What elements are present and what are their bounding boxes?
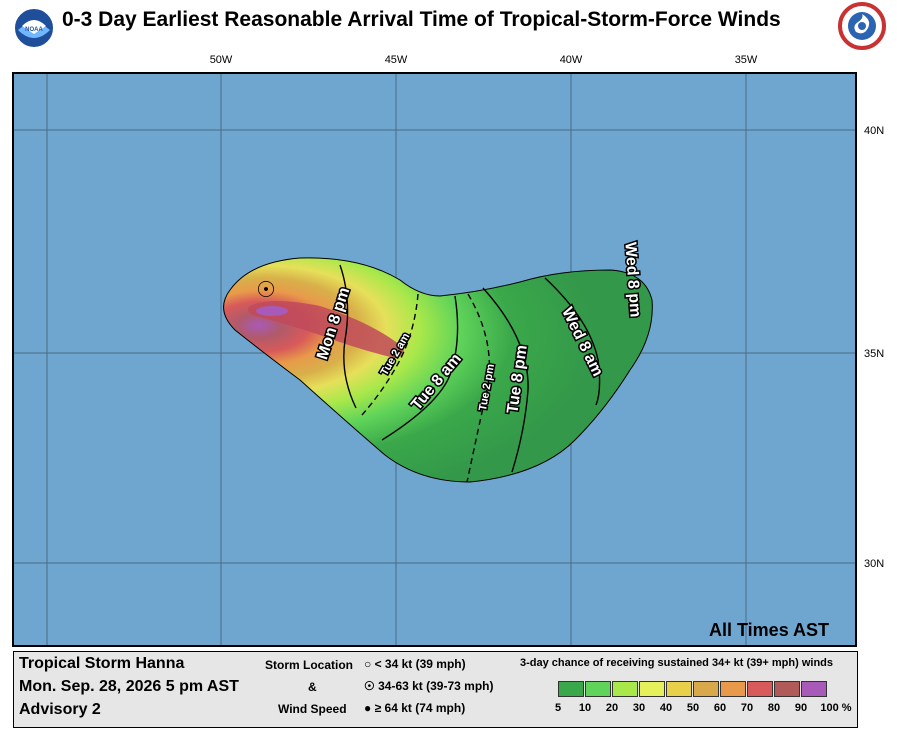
- colorbar-swatch: [693, 681, 719, 697]
- contour-tue-2pm: [466, 293, 491, 483]
- tropical-storm-symbol-icon: ☉: [364, 679, 375, 693]
- lon-label-40w: 40W: [560, 54, 583, 66]
- storm-location-label: Storm Location: [265, 658, 354, 672]
- legend-item-low-label: < 34 kt (39 mph): [374, 657, 466, 671]
- open-circle-icon: ○: [364, 657, 372, 671]
- storm-name: Tropical Storm Hanna: [19, 655, 185, 672]
- colorbar-swatch: [666, 681, 692, 697]
- colorbar-swatch: [747, 681, 773, 697]
- lon-label-50w: 50W: [210, 54, 233, 66]
- high-probability-core: [247, 301, 404, 358]
- colorbar-tick-label: 20: [605, 702, 619, 714]
- colorbar-swatch: [801, 681, 827, 697]
- colorbar-tick-label: 60: [713, 702, 727, 714]
- colorbar-tick-label: 30: [632, 702, 646, 714]
- contour-wed-8am: [544, 277, 601, 406]
- legend-item-high-label: ≥ 64 kt (74 mph): [374, 701, 466, 715]
- advisory-number: Advisory 2: [19, 701, 101, 718]
- colorbar-tick-label: 100 %: [820, 702, 852, 714]
- colorbar-tick-label: 70: [740, 702, 754, 714]
- lat-label-35n: 35N: [864, 348, 884, 360]
- contour-tue-8am: [381, 295, 459, 441]
- map-frame: [12, 72, 857, 647]
- lat-label-30n: 30N: [864, 558, 884, 570]
- peak-probability: [256, 306, 288, 316]
- lon-label-45w: 45W: [385, 54, 408, 66]
- colorbar-tick-label: 50: [686, 702, 700, 714]
- wind-speed-label: Wind Speed: [278, 702, 347, 716]
- svg-text:NOAA: NOAA: [25, 27, 43, 33]
- contour-mon-8pm: [339, 264, 357, 409]
- legend-panel: Tropical Storm Hanna Mon. Sep. 28, 2026 …: [13, 651, 858, 728]
- colorbar-tick-label: 10: [578, 702, 592, 714]
- colorbar-swatch: [558, 681, 584, 697]
- colorbar-tick-label: 90: [794, 702, 808, 714]
- contour-tue-8pm: [482, 287, 529, 473]
- nws-logo: [838, 2, 886, 50]
- all-times-note: All Times AST: [709, 620, 830, 640]
- colorbar-swatch: [774, 681, 800, 697]
- legend-item-mid-label: 34-63 kt (39-73 mph): [378, 679, 494, 693]
- colorbar-swatch: [639, 681, 665, 697]
- page-title: 0-3 Day Earliest Reasonable Arrival Time…: [62, 8, 781, 31]
- colorbar-title: 3-day chance of receiving sustained 34+ …: [520, 657, 833, 669]
- lat-label-40n: 40N: [864, 125, 884, 137]
- legend-item-low: ○ < 34 kt (39 mph): [364, 657, 466, 671]
- legend-item-high: ● ≥ 64 kt (74 mph): [364, 701, 465, 715]
- colorbar-swatch: [585, 681, 611, 697]
- hurricane-symbol-icon: ●: [364, 701, 372, 715]
- contour-tue-2am: [361, 293, 419, 416]
- legend-item-mid: ☉ 34-63 kt (39-73 mph): [364, 679, 494, 693]
- tropical-storm-icon: ☉: [256, 278, 276, 303]
- colorbar-tick-label: 40: [659, 702, 673, 714]
- ampersand-label: &: [308, 680, 317, 694]
- colorbar-swatch: [720, 681, 746, 697]
- colorbar-swatch: [612, 681, 638, 697]
- colorbar-tick-label: 5: [554, 702, 562, 714]
- noaa-logo: NOAA: [13, 7, 55, 49]
- colorbar-tick-label: 80: [767, 702, 781, 714]
- storm-datetime: Mon. Sep. 28, 2026 5 pm AST: [19, 678, 239, 695]
- lon-label-35w: 35W: [735, 54, 758, 66]
